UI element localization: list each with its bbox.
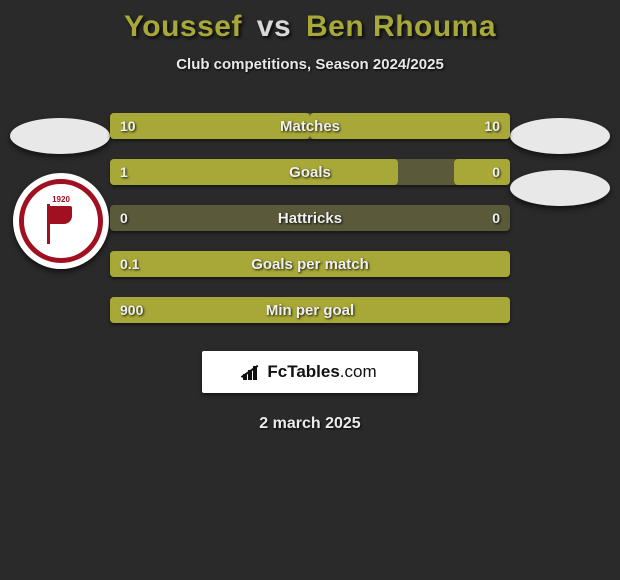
badge-left-placeholder <box>10 118 110 154</box>
stat-label: Goals <box>110 164 510 181</box>
subtitle: Club competitions, Season 2024/2025 <box>0 56 620 73</box>
stat-value-right: 0 <box>492 210 500 226</box>
badge-right-placeholder-2 <box>510 170 610 206</box>
crest-year: 1920 <box>52 195 70 204</box>
vs-word: vs <box>257 10 291 43</box>
stat-value-right: 10 <box>484 118 500 134</box>
stat-label: Goals per match <box>110 256 510 273</box>
club-crest: 1920 <box>13 173 109 269</box>
brand-box[interactable]: FcTables.com <box>202 351 418 393</box>
stat-value-right: 0 <box>492 164 500 180</box>
page-title: Youssef vs Ben Rhouma <box>0 10 620 44</box>
stats-section: 10Matches101Goals00Hattricks00.1Goals pe… <box>110 113 510 323</box>
player1-name: Youssef <box>124 10 242 43</box>
brand-text: FcTables.com <box>267 362 376 382</box>
brand-name: FcTables <box>267 362 339 381</box>
badge-right-placeholder-1 <box>510 118 610 154</box>
stat-row: 900Min per goal <box>110 297 510 323</box>
brand-suffix: .com <box>340 362 377 381</box>
crest-flag-icon <box>43 204 79 244</box>
stat-label: Min per goal <box>110 302 510 319</box>
brand-chart-icon <box>243 364 263 380</box>
stat-label: Hattricks <box>110 210 510 227</box>
stat-row: 0.1Goals per match <box>110 251 510 277</box>
player2-name: Ben Rhouma <box>306 10 496 43</box>
stat-row: 1Goals0 <box>110 159 510 185</box>
stat-row: 0Hattricks0 <box>110 205 510 231</box>
date-label: 2 march 2025 <box>0 415 620 433</box>
stat-label: Matches <box>110 118 510 135</box>
stat-row: 10Matches10 <box>110 113 510 139</box>
